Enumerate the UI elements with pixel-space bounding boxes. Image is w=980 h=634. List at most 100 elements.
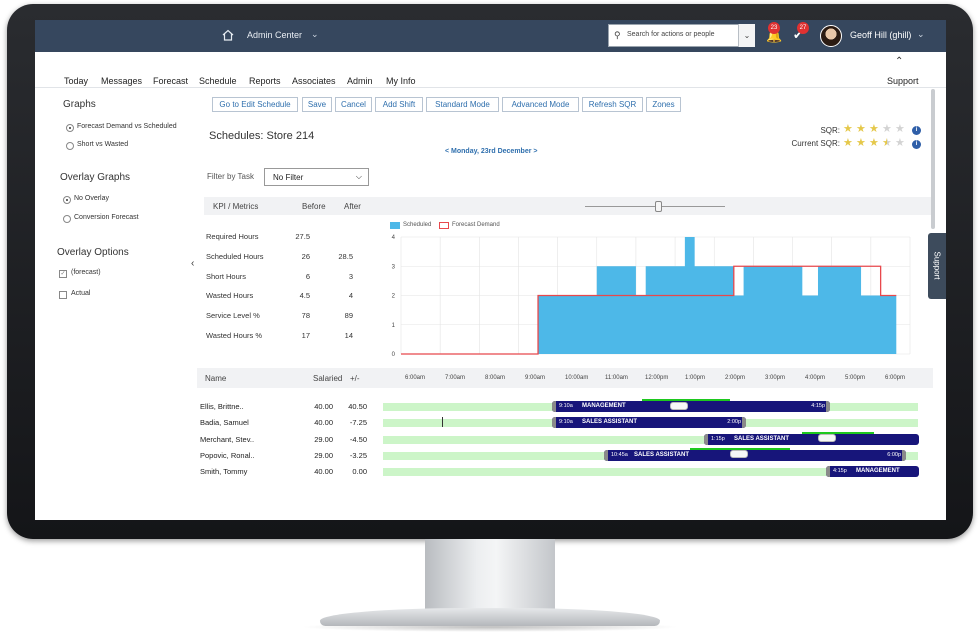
zoom-slider-handle[interactable] (655, 201, 662, 212)
radio-short-vs-wasted[interactable] (66, 142, 74, 150)
kpi-label: Scheduled Hours (206, 251, 264, 261)
graphs-title: Graphs (63, 99, 96, 110)
refresh-sqr-button[interactable]: Refresh SQR (582, 97, 643, 112)
shift-start-handle[interactable] (552, 401, 556, 412)
menu-reports[interactable]: Reports (249, 76, 281, 86)
employee-name: Popovic, Ronal.. (200, 450, 255, 460)
advanced-mode-button[interactable]: Advanced Mode (502, 97, 579, 112)
shift-start-handle[interactable] (604, 449, 608, 461)
task-filter-select[interactable]: No Filter ⌵ (264, 168, 369, 186)
radio-forecast-vs-scheduled[interactable] (66, 124, 74, 132)
scrollbar[interactable] (931, 89, 935, 229)
task-line (642, 399, 730, 401)
menu-support[interactable]: Support (887, 76, 919, 86)
shift-role: SALES ASSISTANT (734, 435, 790, 442)
break-block[interactable] (670, 401, 688, 410)
search-dropdown-button[interactable]: ⌄ (738, 24, 755, 47)
user-chevron-icon[interactable]: ⌄ (917, 29, 925, 39)
chevron-down-icon[interactable]: ⌄ (311, 29, 319, 39)
checkbox-actual[interactable] (59, 291, 67, 299)
shift-bar[interactable]: 4:15p MANAGEMENT (826, 466, 919, 478)
sqr-star-icon: ★ (869, 123, 879, 135)
cancel-button[interactable]: Cancel (335, 97, 372, 112)
menu-today[interactable]: Today (64, 76, 89, 86)
option-conversion-forecast[interactable]: Conversion Forecast (74, 214, 139, 221)
screen: Admin Center ⌄ ⚲ Search for actions or p… (35, 20, 946, 520)
break-block[interactable] (730, 450, 748, 459)
monitor-base (320, 608, 660, 626)
shift-end-handle[interactable] (902, 449, 906, 461)
menu-bar: Today Messages Forecast Schedule Reports… (35, 52, 946, 88)
add-shift-button[interactable]: Add Shift (375, 97, 423, 112)
search-box[interactable]: ⚲ Search for actions or people (608, 24, 755, 47)
employee-salaried: 40.00 (314, 402, 333, 411)
y-tick-label: 3 (392, 264, 396, 270)
date-navigator[interactable]: < Monday, 23rd December > (445, 148, 538, 155)
menu-messages[interactable]: Messages (101, 76, 143, 86)
time-label: 8:00am (485, 375, 506, 381)
shift-bar[interactable]: 9:10a SALES ASSISTANT 2:00p (552, 417, 746, 429)
tasks-check-icon[interactable]: ✔ (793, 28, 804, 42)
current-sqr-label: Current SQR: (791, 139, 840, 148)
option-no-overlay[interactable]: No Overlay (74, 195, 110, 202)
break-block[interactable] (818, 434, 836, 443)
shift-end-handle[interactable] (742, 417, 746, 429)
menu-admin[interactable]: Admin (347, 76, 373, 86)
menu-associates[interactable]: Associates (292, 76, 336, 86)
shift-role: SALES ASSISTANT (582, 419, 638, 426)
standard-mode-button[interactable]: Standard Mode (426, 97, 499, 112)
shift-bar[interactable]: 10:45a SALES ASSISTANT 6:00p (604, 449, 906, 461)
user-menu[interactable]: Geoff Hill (ghill) (850, 30, 912, 40)
y-tick-label: 1 (392, 323, 396, 329)
option-actual-check[interactable]: Actual (71, 290, 91, 297)
search-input[interactable]: Search for actions or people (627, 31, 715, 38)
shift-start-handle[interactable] (552, 417, 556, 429)
shift-bar[interactable]: 1:15p SALES ASSISTANT (704, 433, 919, 445)
zones-button[interactable]: Zones (646, 97, 681, 112)
app-switcher[interactable]: Admin Center (247, 30, 303, 40)
option-short-vs-wasted[interactable]: Short vs Wasted (77, 141, 129, 148)
overlay-graphs-title: Overlay Graphs (60, 172, 131, 183)
time-label: 6:00am (405, 375, 426, 381)
left-panel: Graphs Forecast Demand vs Scheduled Shor… (35, 89, 195, 520)
shift-start-time: 9:10a (559, 419, 573, 426)
menu-schedule[interactable]: Schedule (199, 76, 237, 86)
radio-conversion-forecast[interactable] (63, 215, 71, 223)
checkbox-forecast[interactable]: ✓ (59, 270, 67, 278)
radio-no-overlay[interactable] (63, 196, 71, 204)
chevron-up-icon[interactable]: ⌃ (895, 56, 904, 67)
home-icon[interactable] (221, 28, 235, 42)
menu-my-info[interactable]: My Info (386, 76, 416, 86)
option-forecast-check[interactable]: (forecast) (71, 269, 101, 276)
legend-forecast: Forecast Demand (452, 222, 500, 228)
avatar[interactable] (820, 25, 842, 47)
kpi-after: 14 (344, 331, 353, 340)
kpi-label: Required Hours (206, 232, 259, 241)
shift-start-handle[interactable] (704, 433, 708, 445)
collapse-panel-icon[interactable]: ‹ (191, 258, 195, 269)
support-tab[interactable]: Support (928, 233, 946, 299)
employee-diff: -3.25 (349, 450, 367, 460)
current-sqr-info-icon[interactable]: i (912, 140, 921, 149)
shift-bar[interactable]: 9:10a MANAGEMENT 4:15p (552, 401, 830, 412)
shift-end-handle[interactable] (826, 401, 830, 412)
kpi-before: 26 (301, 251, 310, 261)
filter-value: No Filter (273, 173, 304, 182)
shift-end-time: 6:00p (887, 451, 901, 458)
shift-start-handle[interactable] (826, 466, 830, 478)
task-line (690, 447, 790, 450)
kpi-after: 89 (344, 311, 353, 321)
legend-scheduled-swatch (390, 222, 400, 229)
time-label: 12:00pm (645, 375, 669, 381)
sqr-info-icon[interactable]: i (912, 126, 921, 135)
shift-role: MANAGEMENT (582, 403, 626, 409)
tasks-badge: 27 (797, 22, 809, 34)
menu-forecast[interactable]: Forecast (153, 76, 189, 86)
sqr-label: SQR: (820, 126, 840, 135)
edit-schedule-button[interactable]: Go to Edit Schedule (212, 97, 298, 112)
search-icon: ⚲ (614, 30, 621, 40)
save-button[interactable]: Save (302, 97, 332, 112)
notifications-badge: 23 (768, 22, 780, 34)
option-forecast-vs-scheduled[interactable]: Forecast Demand vs Scheduled (77, 123, 177, 130)
legend-forecast-swatch (439, 222, 449, 229)
